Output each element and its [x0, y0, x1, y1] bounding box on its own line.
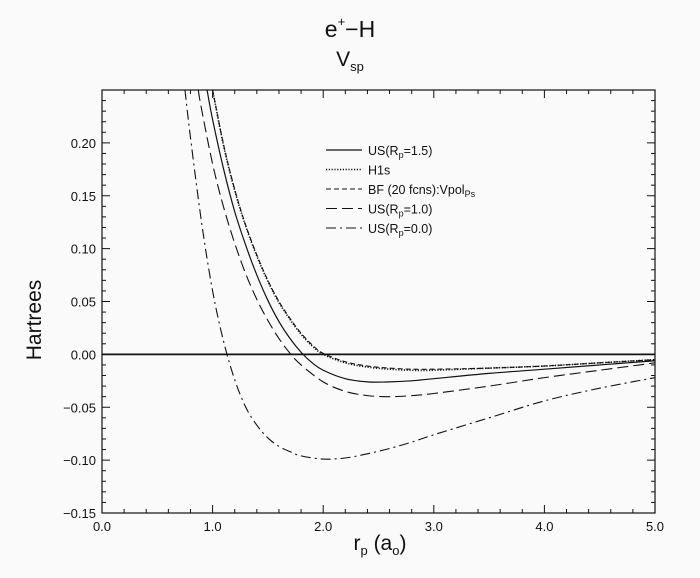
y-tick-label: −0.05 [63, 400, 96, 415]
y-tick-label: 0.10 [71, 242, 96, 257]
series-line-1 [206, 90, 655, 383]
y-tick-label: 0.00 [71, 347, 96, 362]
legend-entry-1: US(Rp=1.5) [368, 144, 432, 160]
x-tick-label: 1.0 [204, 519, 222, 534]
series-line-2 [211, 90, 655, 372]
legend-entry-2: H1s [368, 164, 390, 178]
x-axis-label: rp (ao) [353, 532, 407, 559]
series-line-3 [212, 90, 655, 370]
legend-entry-4: US(Rp=1.0) [368, 203, 432, 219]
chart-title: e+−H [324, 14, 376, 42]
series-line-4 [197, 90, 655, 398]
legend-entry-5: US(Rp=0.0) [368, 222, 432, 238]
legend-entry-3: BF (20 fcns):VpolPs [368, 183, 476, 199]
x-tick-label: 0.0 [93, 519, 111, 534]
y-tick-label: 0.15 [71, 189, 96, 204]
y-tick-label: 0.20 [71, 136, 96, 151]
chart-subtitle: Vsp [336, 48, 364, 75]
x-tick-label: 2.0 [314, 519, 332, 534]
x-tick-label: 4.0 [535, 519, 553, 534]
legend: US(Rp=1.5) H1s BF (20 fcns):VpolPs US(Rp=1.… [326, 144, 476, 238]
x-tick-label: 3.0 [425, 519, 443, 534]
y-tick-label: −0.10 [63, 453, 96, 468]
y-tick-label: −0.15 [63, 506, 96, 521]
y-tick-label: 0.05 [71, 295, 96, 310]
x-tick-label: 5.0 [646, 519, 664, 534]
